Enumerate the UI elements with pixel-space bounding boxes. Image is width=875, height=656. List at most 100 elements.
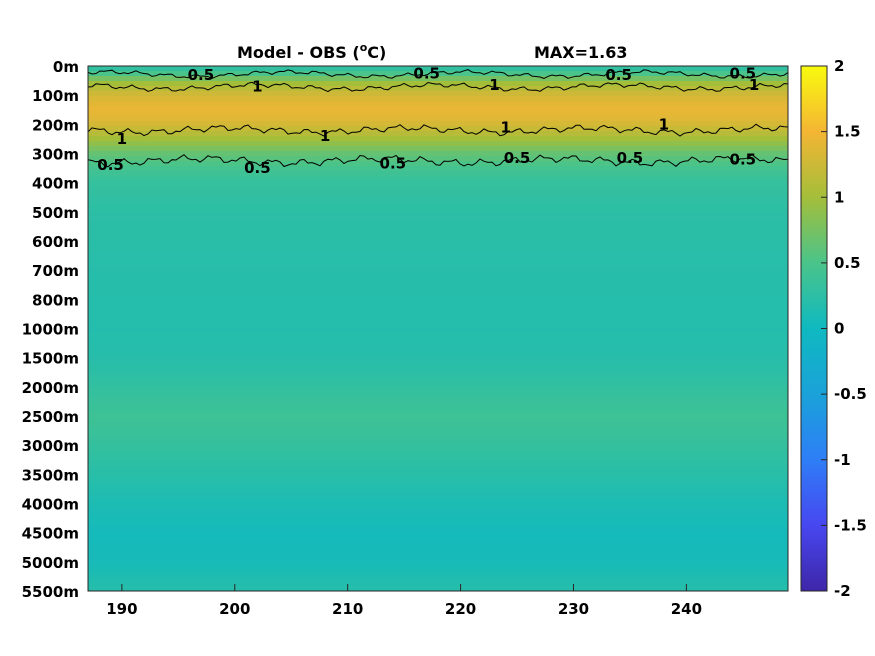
field-band — [88, 236, 788, 242]
field-band — [88, 156, 788, 162]
contour-label: 1 — [117, 130, 127, 148]
y-tick-label: 100m — [32, 87, 79, 105]
field-band — [88, 586, 788, 591]
field-band — [88, 86, 788, 92]
contour-label: 0.5 — [244, 159, 271, 177]
contour-line — [88, 123, 788, 137]
contour-label: 0.5 — [504, 149, 531, 167]
field-band — [88, 256, 788, 262]
field-band — [88, 211, 788, 217]
y-tick-label: 800m — [32, 291, 79, 309]
field-band — [88, 106, 788, 112]
field-band — [88, 286, 788, 292]
field-band — [88, 406, 788, 412]
contour-label: 0.5 — [380, 155, 407, 173]
contour-label: 1 — [749, 76, 759, 94]
plot-frame — [87, 65, 789, 592]
field-band — [88, 461, 788, 467]
field-band — [88, 176, 788, 182]
max-label: MAX=1.63 — [534, 43, 628, 62]
field-band — [88, 126, 788, 132]
field-band — [88, 551, 788, 557]
field-band — [88, 516, 788, 522]
field-band — [88, 196, 788, 202]
field-band — [88, 496, 788, 502]
field-band — [88, 291, 788, 297]
field-band — [88, 416, 788, 422]
contour-lines — [88, 69, 788, 168]
y-tick-label: 5500m — [22, 583, 79, 601]
field-band — [88, 201, 788, 207]
contour-labels: 0.510.510.510.51 1 1 10.5 0.5 0.5 0.5 0.5 0.5 — [97, 64, 759, 177]
contour-label: 0.5 — [605, 66, 632, 84]
field-band — [88, 246, 788, 252]
field-band — [88, 131, 788, 137]
field-band — [88, 436, 788, 442]
field-band — [88, 471, 788, 477]
heatmap-field — [88, 66, 788, 591]
field-band — [88, 531, 788, 537]
contour-label: 0.5 — [730, 64, 757, 82]
colorbar-tick-label: 0.5 — [834, 254, 861, 272]
field-band — [88, 336, 788, 342]
y-tick-label: 0m — [53, 58, 79, 76]
chart-title-main: Model - OBS ( — [237, 43, 360, 62]
field-band — [88, 151, 788, 157]
y-tick-label: 5000m — [22, 554, 79, 572]
y-tick-label: 2000m — [22, 379, 79, 397]
contour-label: 0.5 — [617, 149, 644, 167]
field-band — [88, 426, 788, 432]
field-band — [88, 231, 788, 237]
field-band — [88, 281, 788, 287]
field-band — [88, 421, 788, 427]
y-tick-label: 200m — [32, 116, 79, 134]
field-band — [88, 556, 788, 562]
field-band — [88, 541, 788, 547]
field-band — [88, 136, 788, 142]
field-band — [88, 481, 788, 487]
y-tick-label: 3500m — [22, 466, 79, 484]
field-band — [88, 331, 788, 337]
field-band — [88, 381, 788, 387]
colorbar-tick-label: 0 — [834, 320, 844, 338]
field-band — [88, 546, 788, 552]
field-band — [88, 241, 788, 247]
field-band — [88, 171, 788, 177]
field-band — [88, 186, 788, 192]
field-band — [88, 411, 788, 417]
contour-label: 0.5 — [188, 66, 215, 84]
contour-label: 0.5 — [413, 64, 440, 82]
field-band — [88, 251, 788, 257]
chart-title: Model - OBS (oC) — [237, 41, 386, 62]
colorbar-tick-label: 1 — [834, 188, 844, 206]
field-band — [88, 576, 788, 582]
y-tick-label: 700m — [32, 262, 79, 280]
x-tick-label: 220 — [445, 600, 476, 618]
field-band — [88, 321, 788, 327]
contour-label: 1 — [252, 77, 262, 95]
contour-label: 1 — [501, 118, 511, 136]
field-band — [88, 166, 788, 172]
field-band — [88, 566, 788, 572]
y-tick-label: 600m — [32, 233, 79, 251]
y-tick-label: 400m — [32, 175, 79, 193]
contour-label: 0.5 — [97, 156, 124, 174]
field-band — [88, 146, 788, 152]
x-axis: 190 200 210 220 230 240 — [106, 584, 702, 618]
field-band — [88, 301, 788, 307]
contour-label: 1 — [659, 115, 669, 133]
colorbar-axis: 2 1.5 1 0.5 0 -0.5 -1 -1.5 -2 — [821, 57, 867, 600]
field-band — [88, 296, 788, 302]
field-band — [88, 476, 788, 482]
field-band — [88, 76, 788, 82]
field-band — [88, 206, 788, 212]
field-band — [88, 446, 788, 452]
y-tick-label: 1000m — [22, 321, 79, 339]
colorbar-tick-label: -0.5 — [834, 385, 867, 403]
colorbar-tick-label: -2 — [834, 582, 851, 600]
field-band — [88, 91, 788, 97]
field-band — [88, 181, 788, 187]
y-tick-label: 1500m — [22, 350, 79, 368]
field-band — [88, 66, 788, 72]
